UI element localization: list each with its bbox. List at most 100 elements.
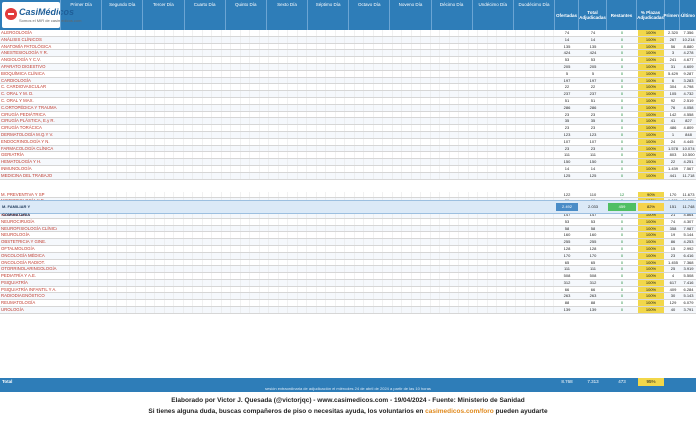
day-label: Undécimo Día: [478, 2, 508, 7]
cell-ofertadas: 123: [563, 131, 571, 137]
daily-cells: [60, 286, 554, 293]
cell-ofertadas: 111: [563, 152, 571, 158]
table-row: ONCOLOGÍA MÉDICA 170 170 0 100% 23 6.416: [0, 252, 696, 260]
specialty-name: ANÁLISIS CLÍNICOS: [1, 36, 42, 42]
day-column-header: Duodécimo Día: [512, 0, 554, 30]
day-label: Cuarto Día: [193, 2, 216, 7]
cell-primero: 409: [669, 286, 677, 292]
specialty-name: PSIQUIATRÍA INFANTIL Y A.: [1, 286, 57, 292]
cell-adjudicadas: 23: [590, 145, 596, 151]
session-banner: sesión extraordinaria de adjudicación el…: [0, 386, 696, 392]
table-row: NEUROCIRUGÍA 53 53 0 100% 74 4.307: [0, 218, 696, 226]
table-row: OTORRINOLARINGOLOGÍA 111 111 0 100% 25 3.919: [0, 266, 696, 274]
cell-pct: 100%: [638, 91, 664, 97]
cell-ultimo: 4.864: [683, 211, 694, 217]
daily-cells: [60, 138, 554, 145]
table-row: GERIATRÍA 111 111 0 100% 803 10.500: [0, 152, 696, 160]
cell-restantes: 0: [620, 131, 624, 137]
table-row: ANESTESIOLOGÍA Y R. 424 424 0 100% 3 4.278: [0, 50, 696, 58]
daily-cells: [60, 30, 554, 36]
cell-ofertadas: 205: [563, 63, 571, 69]
daily-cells: [60, 252, 554, 259]
cell-ofertadas: 147: [563, 211, 571, 217]
daily-cells: [60, 43, 554, 50]
cell-ofertadas: 53: [564, 218, 570, 224]
day-column-header: Undécimo Día: [471, 0, 513, 30]
table-row: FARMACOLOGÍA CLÍNICA 23 23 0 100% 1.578 10.074: [0, 145, 696, 153]
daily-cells: [60, 70, 554, 77]
specialty-name: ONCOLOGÍA RADIOT.: [1, 259, 45, 265]
table-row: M. PREVENTIVA Y SP 122 110 12 90% 170 11.673: [0, 191, 696, 199]
cell-pct: 100%: [638, 145, 664, 152]
cell-primero: 1.578: [667, 145, 678, 151]
cell-restantes: 0: [620, 286, 624, 292]
cell-adjudicadas: 111: [589, 152, 597, 158]
cell-pct: 100%: [638, 50, 664, 57]
cell-restantes: 0: [620, 57, 624, 63]
cell-pct: 100%: [638, 84, 664, 91]
cell-ofertadas: 22: [564, 84, 570, 90]
day-column-header: Primer Día: [60, 0, 101, 30]
specialty-name: OFTALMOLOGÍA: [1, 245, 35, 251]
cell-primero: 142: [669, 111, 677, 117]
cell-pct: 100%: [638, 63, 664, 70]
daily-cells: [60, 218, 554, 225]
daily-cells: [60, 159, 554, 165]
cell-adjudicadas: 123: [589, 131, 597, 137]
table-row: REUMATOLOGÍA 88 88 0 100% 129 6.079: [0, 300, 696, 308]
cell-adjudicadas: 74: [590, 30, 596, 35]
footer-credit: Elaborado por Victor J. Quesada (@victor…: [171, 397, 525, 404]
cell-ofertadas: 286: [563, 104, 571, 110]
cell-ofertadas: 35: [564, 118, 570, 124]
daily-cells: [60, 50, 554, 57]
family-row-name: M. FAMILIAR Y COMUNITARIA: [2, 204, 31, 217]
day-column-header: Décimo Día: [430, 0, 472, 30]
forum-link[interactable]: casimedicos.com/foro: [425, 408, 494, 415]
cell-pct: 100%: [638, 225, 664, 232]
daily-cells: [60, 36, 554, 43]
cell-primero: 40: [670, 307, 676, 313]
day-label: Sexto Día: [277, 2, 297, 7]
cell-primero: 5.429: [667, 70, 678, 76]
cell-ultimo: 11.718: [682, 172, 695, 178]
cell-primero: 30: [670, 293, 676, 299]
day-label: Séptimo Día: [315, 2, 341, 7]
table-row: PSIQUIATRÍA 312 312 0 100% 617 7.416: [0, 279, 696, 287]
cell-adjudicadas: 197: [589, 77, 597, 83]
specialty-name: CIRUGÍA PEDIÁTRICA: [1, 111, 46, 117]
cell-ofertadas: 65: [564, 259, 570, 265]
specialty-name: INMUNOLOGÍA: [1, 165, 32, 171]
cell-pct: 100%: [638, 165, 664, 172]
cell-pct: 100%: [638, 245, 664, 252]
daily-cells: [60, 239, 554, 245]
col-adjudicadas: Total Adjudicadas: [578, 0, 606, 30]
cell-primero: 21: [670, 211, 676, 217]
cell-primero: 92: [670, 97, 676, 103]
cell-ultimo: 3.791: [683, 307, 694, 313]
cell-ultimo: 4.798: [683, 84, 694, 90]
cell-ofertadas: 139: [563, 307, 571, 313]
cell-primero: 1.455: [667, 259, 678, 265]
cell-primero: 86: [670, 239, 676, 245]
cell-ultimo: 4.609: [683, 63, 694, 69]
cell-pct: 100%: [638, 159, 664, 165]
day-label: Octavo Día: [358, 2, 381, 7]
specialty-name: APARATO DIGESTIVO: [1, 63, 46, 69]
daily-cells: [60, 307, 554, 313]
daily-cells: [60, 300, 554, 307]
cell-restantes: 0: [620, 218, 624, 224]
cell-restantes: 0: [620, 77, 624, 83]
cell-primero: 170: [669, 191, 677, 197]
cell-ultimo: 3.919: [683, 266, 694, 272]
cell-adjudicadas: 5: [591, 70, 595, 76]
cell-ofertadas: 150: [563, 159, 571, 165]
cell-ofertadas: 508: [563, 273, 571, 279]
daily-cells: [60, 245, 554, 252]
cell-pct: 90%: [638, 191, 664, 198]
cell-primero: 105: [669, 91, 677, 97]
table-row: CIRUGÍA PEDIÁTRICA 23 23 0 100% 142 4.558: [0, 111, 696, 119]
day-column-header: Octavo Día: [348, 0, 389, 30]
total-restantes: 473: [618, 379, 626, 384]
daily-cells: [60, 279, 554, 286]
cell-adjudicadas: 23: [590, 125, 596, 131]
